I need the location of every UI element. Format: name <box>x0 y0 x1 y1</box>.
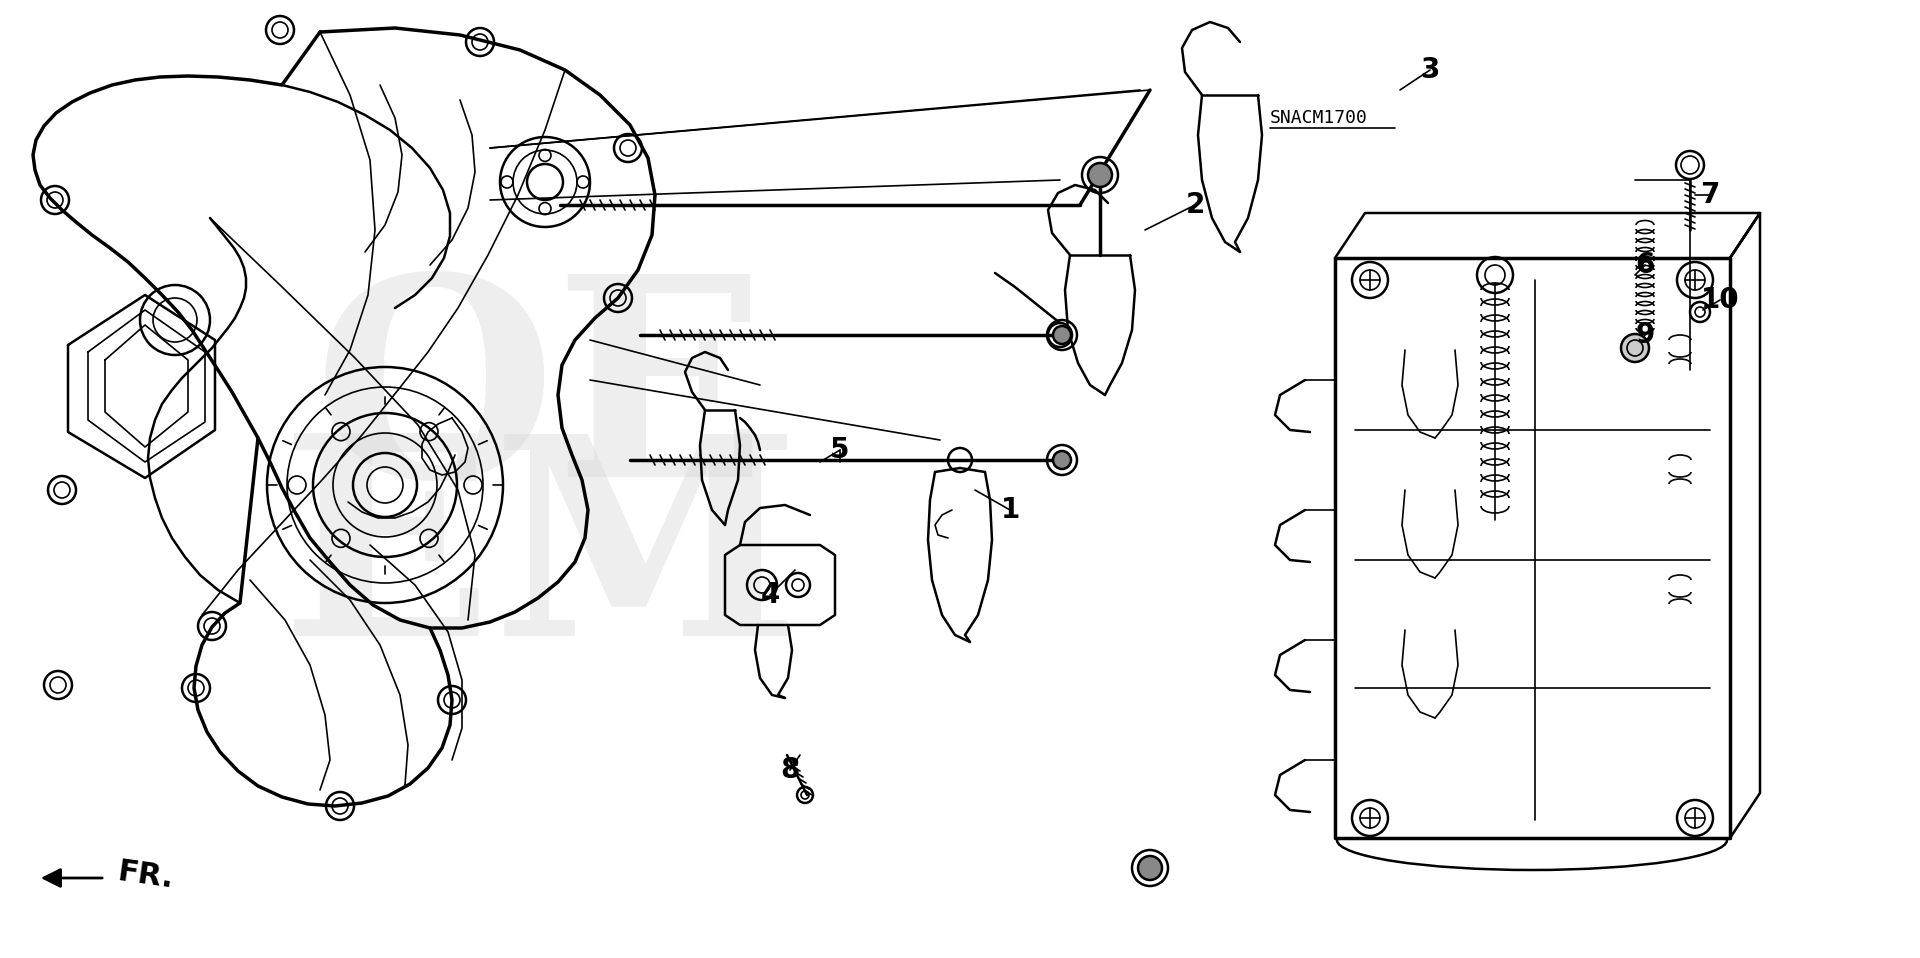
Text: SNACM1700: SNACM1700 <box>1269 109 1367 127</box>
Text: 10: 10 <box>1701 286 1740 314</box>
Circle shape <box>1052 326 1071 344</box>
Text: 6: 6 <box>1636 251 1655 279</box>
Circle shape <box>1052 451 1071 469</box>
Circle shape <box>1139 856 1162 880</box>
Text: 5: 5 <box>829 436 851 464</box>
Text: OE: OE <box>313 265 766 535</box>
Text: 9: 9 <box>1636 321 1655 349</box>
Text: 3: 3 <box>1421 56 1440 84</box>
Circle shape <box>1089 163 1112 187</box>
Text: 7: 7 <box>1701 181 1720 209</box>
Text: 4: 4 <box>760 581 780 609</box>
Circle shape <box>1620 334 1649 362</box>
Text: 2: 2 <box>1185 191 1204 219</box>
Text: EM: EM <box>280 425 799 695</box>
Text: 1: 1 <box>1000 496 1020 524</box>
Text: 8: 8 <box>780 756 801 784</box>
Text: FR.: FR. <box>115 857 175 894</box>
